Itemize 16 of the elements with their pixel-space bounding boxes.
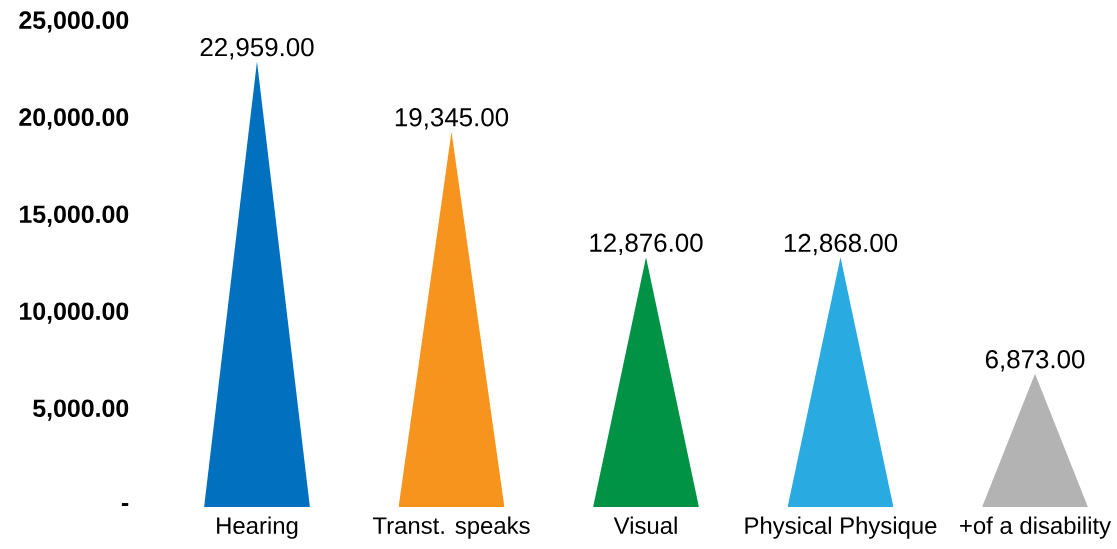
- x-tick-label: Physical Physique: [745, 516, 937, 539]
- y-tick-label: -: [121, 503, 129, 506]
- y-tick-label: 25,000.00: [19, 11, 129, 33]
- x-tick-label: Hearing: [217, 516, 298, 539]
- data-label: 12,876.00: [590, 233, 703, 255]
- data-label: 22,959.00: [200, 37, 314, 60]
- x-tick-label: +of a disability: [960, 516, 1112, 539]
- data-label: 19,345.00: [395, 108, 509, 130]
- data-label: 12,868.00: [784, 233, 898, 256]
- x-tick-label: Transt. speaks: [372, 516, 530, 539]
- data-label: 6,873.00: [985, 350, 1085, 372]
- y-tick-label: 15,000.00: [19, 205, 129, 227]
- y-tick-label: 5,000.00: [33, 399, 129, 421]
- y-tick-label: 10,000.00: [19, 302, 129, 324]
- x-tick-label: Visual: [613, 516, 677, 535]
- y-tick-label: 20,000.00: [19, 108, 129, 130]
